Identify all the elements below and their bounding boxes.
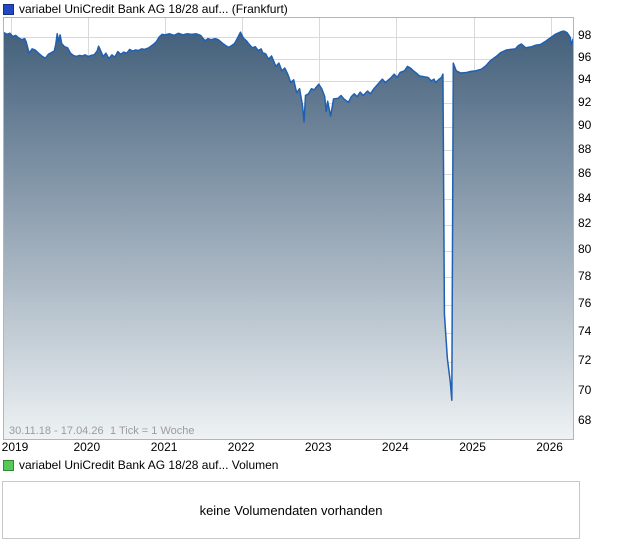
y-axis-label: 70 — [578, 382, 592, 397]
x-axis-label: 2025 — [459, 440, 486, 454]
y-axis-label: 82 — [578, 216, 592, 231]
y-axis-label: 78 — [578, 268, 592, 283]
price-area-fill — [4, 31, 573, 439]
y-axis-label: 84 — [578, 190, 592, 205]
x-axis-label: 2019 — [1, 440, 29, 454]
y-axis-label: 68 — [578, 413, 592, 428]
x-axis-label: 2023 — [304, 440, 332, 454]
y-axis-label: 76 — [578, 296, 592, 311]
x-axis-label: 2021 — [150, 440, 178, 454]
volume-series-legend: variabel UniCredit Bank AG 18/28 auf... … — [3, 458, 278, 472]
x-axis-label: 2024 — [381, 440, 409, 454]
price-plot-area[interactable]: 30.11.18 - 17.04.26 1 Tick = 1 Woche — [3, 17, 574, 440]
x-axis-label: 2022 — [227, 440, 255, 454]
price-series-marker-icon — [3, 3, 14, 15]
y-axis-label: 74 — [578, 324, 592, 339]
y-axis-label: 92 — [578, 94, 592, 109]
y-axis-label: 86 — [578, 165, 592, 180]
tick-interval-label: 1 Tick = 1 Woche — [110, 425, 195, 437]
price-line — [4, 30, 573, 401]
x-axis-label: 2020 — [73, 440, 101, 454]
y-axis-label: 88 — [578, 141, 592, 156]
volume-series-label: variabel UniCredit Bank AG 18/28 auf... … — [19, 458, 279, 472]
x-axis-label: 2026 — [536, 440, 563, 454]
y-axis-label: 80 — [578, 242, 592, 257]
volume-panel: keine Volumendaten vorhanden — [2, 481, 580, 539]
price-series-legend: variabel UniCredit Bank AG 18/28 auf... … — [3, 2, 288, 16]
y-axis-label: 94 — [578, 72, 592, 87]
volume-series-marker-icon — [3, 459, 14, 471]
y-axis-label: 98 — [578, 28, 592, 43]
price-series-label: variabel UniCredit Bank AG 18/28 auf... … — [19, 2, 288, 16]
price-chart-canvas[interactable] — [4, 18, 573, 439]
y-axis-label: 72 — [578, 353, 592, 367]
y-axis-label: 90 — [578, 118, 592, 133]
no-volume-data-message: keine Volumendaten vorhanden — [199, 502, 383, 518]
y-axis-label: 96 — [578, 50, 592, 65]
date-range-label: 30.11.18 - 17.04.26 — [9, 425, 104, 437]
